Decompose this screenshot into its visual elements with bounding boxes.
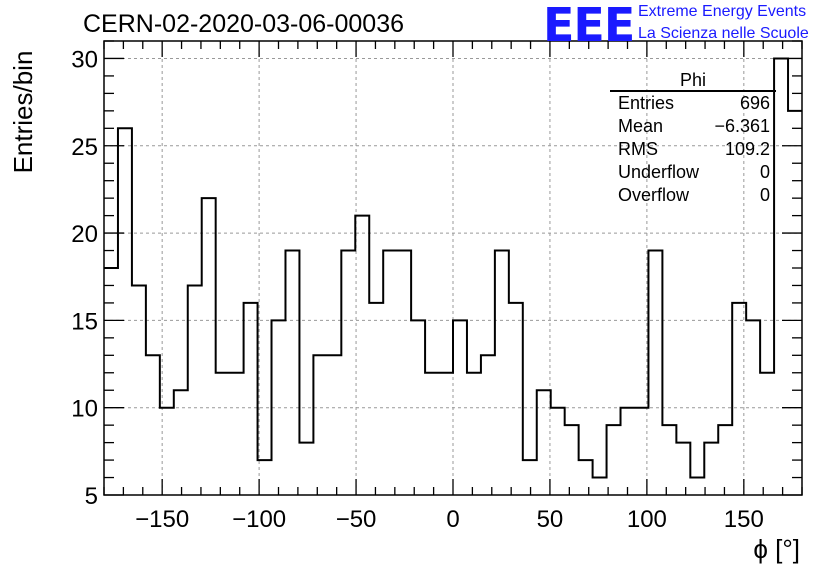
- x-tick-label: −100: [232, 506, 286, 533]
- axis-ticks: [103, 40, 803, 496]
- stats-label: Mean: [618, 116, 664, 136]
- x-tick-label: 50: [537, 506, 564, 533]
- run-title: CERN-02-2020-03-06-00036: [83, 10, 405, 38]
- histogram-step-line: [104, 57, 802, 479]
- x-tick-label: 0: [446, 506, 459, 533]
- stats-box: Phi Entries 696 Mean −6.361 RMS 109.2 Un…: [610, 70, 776, 207]
- stats-value: −6.361: [714, 116, 770, 136]
- x-tick-label: 100: [627, 506, 667, 533]
- stats-value: 109.2: [724, 139, 770, 159]
- x-tick-label: −150: [135, 506, 189, 533]
- logo-line-2: La Scienza nelle Scuole: [638, 25, 809, 42]
- y-tick-label: 15: [71, 308, 98, 335]
- eee-logo: EEE: [543, 0, 635, 52]
- stats-row-overflow: Overflow 0: [610, 184, 776, 207]
- stats-label: Overflow: [618, 185, 690, 205]
- y-tick-label: 20: [71, 221, 98, 248]
- y-tick-label: 30: [71, 46, 98, 73]
- stats-value: 0: [759, 162, 770, 182]
- stats-value: 0: [759, 185, 770, 205]
- stats-title: Phi: [610, 70, 776, 92]
- stats-label: Entries: [618, 93, 675, 113]
- logo-line-1: Extreme Energy Events: [638, 3, 807, 20]
- x-tick-label: 150: [724, 506, 764, 533]
- y-axis-title: Entries/bin: [8, 51, 38, 174]
- stats-row-underflow: Underflow 0: [610, 161, 776, 184]
- stats-row-entries: Entries 696: [610, 92, 776, 115]
- y-tick-labels: 5 10 15 20 25 30: [71, 46, 98, 510]
- y-tick-label: 5: [85, 483, 98, 510]
- x-axis-title: ϕ [°]: [753, 534, 800, 564]
- stats-label: Underflow: [618, 162, 700, 182]
- y-tick-label: 25: [71, 134, 98, 161]
- stats-row-rms: RMS 109.2: [610, 138, 776, 161]
- stats-label: RMS: [618, 139, 658, 159]
- stats-row-mean: Mean −6.361: [610, 115, 776, 138]
- x-tick-labels: −150 −100 −50 0 50 100 150: [135, 506, 764, 533]
- y-tick-label: 10: [71, 396, 98, 423]
- stats-value: 696: [739, 93, 770, 113]
- x-tick-label: −50: [336, 506, 377, 533]
